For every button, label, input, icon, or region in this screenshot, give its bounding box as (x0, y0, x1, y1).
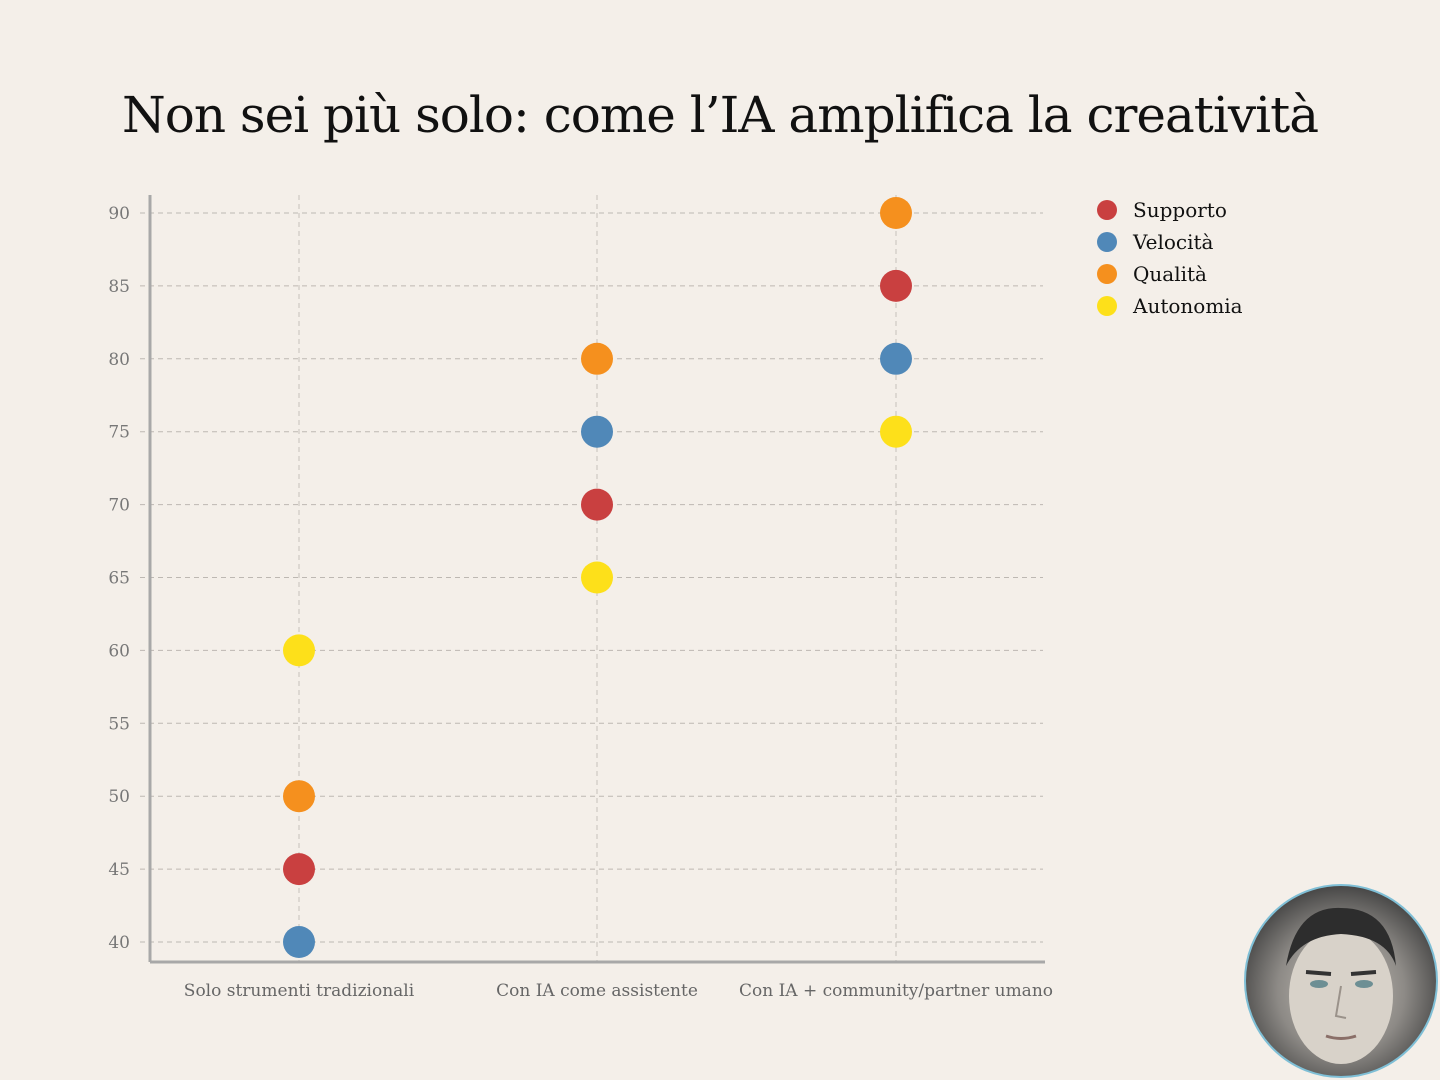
y-tick-label: 55 (108, 714, 130, 734)
data-point-supporto (880, 269, 912, 302)
y-tick-label: 60 (108, 641, 130, 661)
data-point-autonomia (880, 415, 912, 448)
legend-marker (1097, 296, 1117, 316)
y-tick-label: 40 (108, 933, 130, 953)
legend: Supporto Velocità Qualità Autonomia (1097, 198, 1243, 318)
y-tick-label: 75 (108, 423, 130, 443)
data-points (283, 197, 912, 958)
data-point-qualit (581, 342, 613, 375)
axes: 40 45 50 55 60 65 70 75 80 85 90 Solo strumenti tra… (108, 195, 1053, 1001)
y-tick-label: 45 (108, 860, 130, 880)
data-point-velocit (283, 926, 315, 958)
legend-label: Velocità (1132, 230, 1214, 254)
y-tick-label: 50 (108, 787, 130, 807)
y-tick-label: 80 (108, 350, 130, 370)
author-avatar (1244, 884, 1438, 1078)
y-tick-label: 90 (108, 204, 130, 224)
x-tick-label: Con IA + community/partner umano (739, 981, 1053, 1001)
data-point-qualit (283, 780, 315, 813)
data-point-supporto (283, 853, 315, 886)
data-point-autonomia (581, 561, 613, 594)
data-point-velocit (880, 342, 912, 375)
legend-label: Qualità (1133, 262, 1207, 286)
data-point-qualit (880, 197, 912, 229)
y-tick-label: 65 (108, 569, 130, 589)
legend-marker (1097, 232, 1117, 252)
legend-label: Autonomia (1132, 294, 1243, 318)
face-portrait-icon (1286, 907, 1396, 1064)
y-tick-label: 70 (108, 496, 130, 516)
y-tick-label: 85 (108, 277, 130, 297)
data-point-velocit (581, 415, 613, 448)
x-tick-label: Solo strumenti tradizionali (184, 981, 415, 1001)
chart-title: Non sei più solo: come l’IA amplifica la… (121, 86, 1319, 144)
legend-label: Supporto (1133, 198, 1227, 222)
x-tick-label: Con IA come assistente (496, 981, 698, 1001)
legend-marker (1097, 264, 1117, 284)
data-point-supporto (581, 488, 613, 521)
data-point-autonomia (283, 634, 315, 667)
legend-marker (1097, 200, 1117, 220)
